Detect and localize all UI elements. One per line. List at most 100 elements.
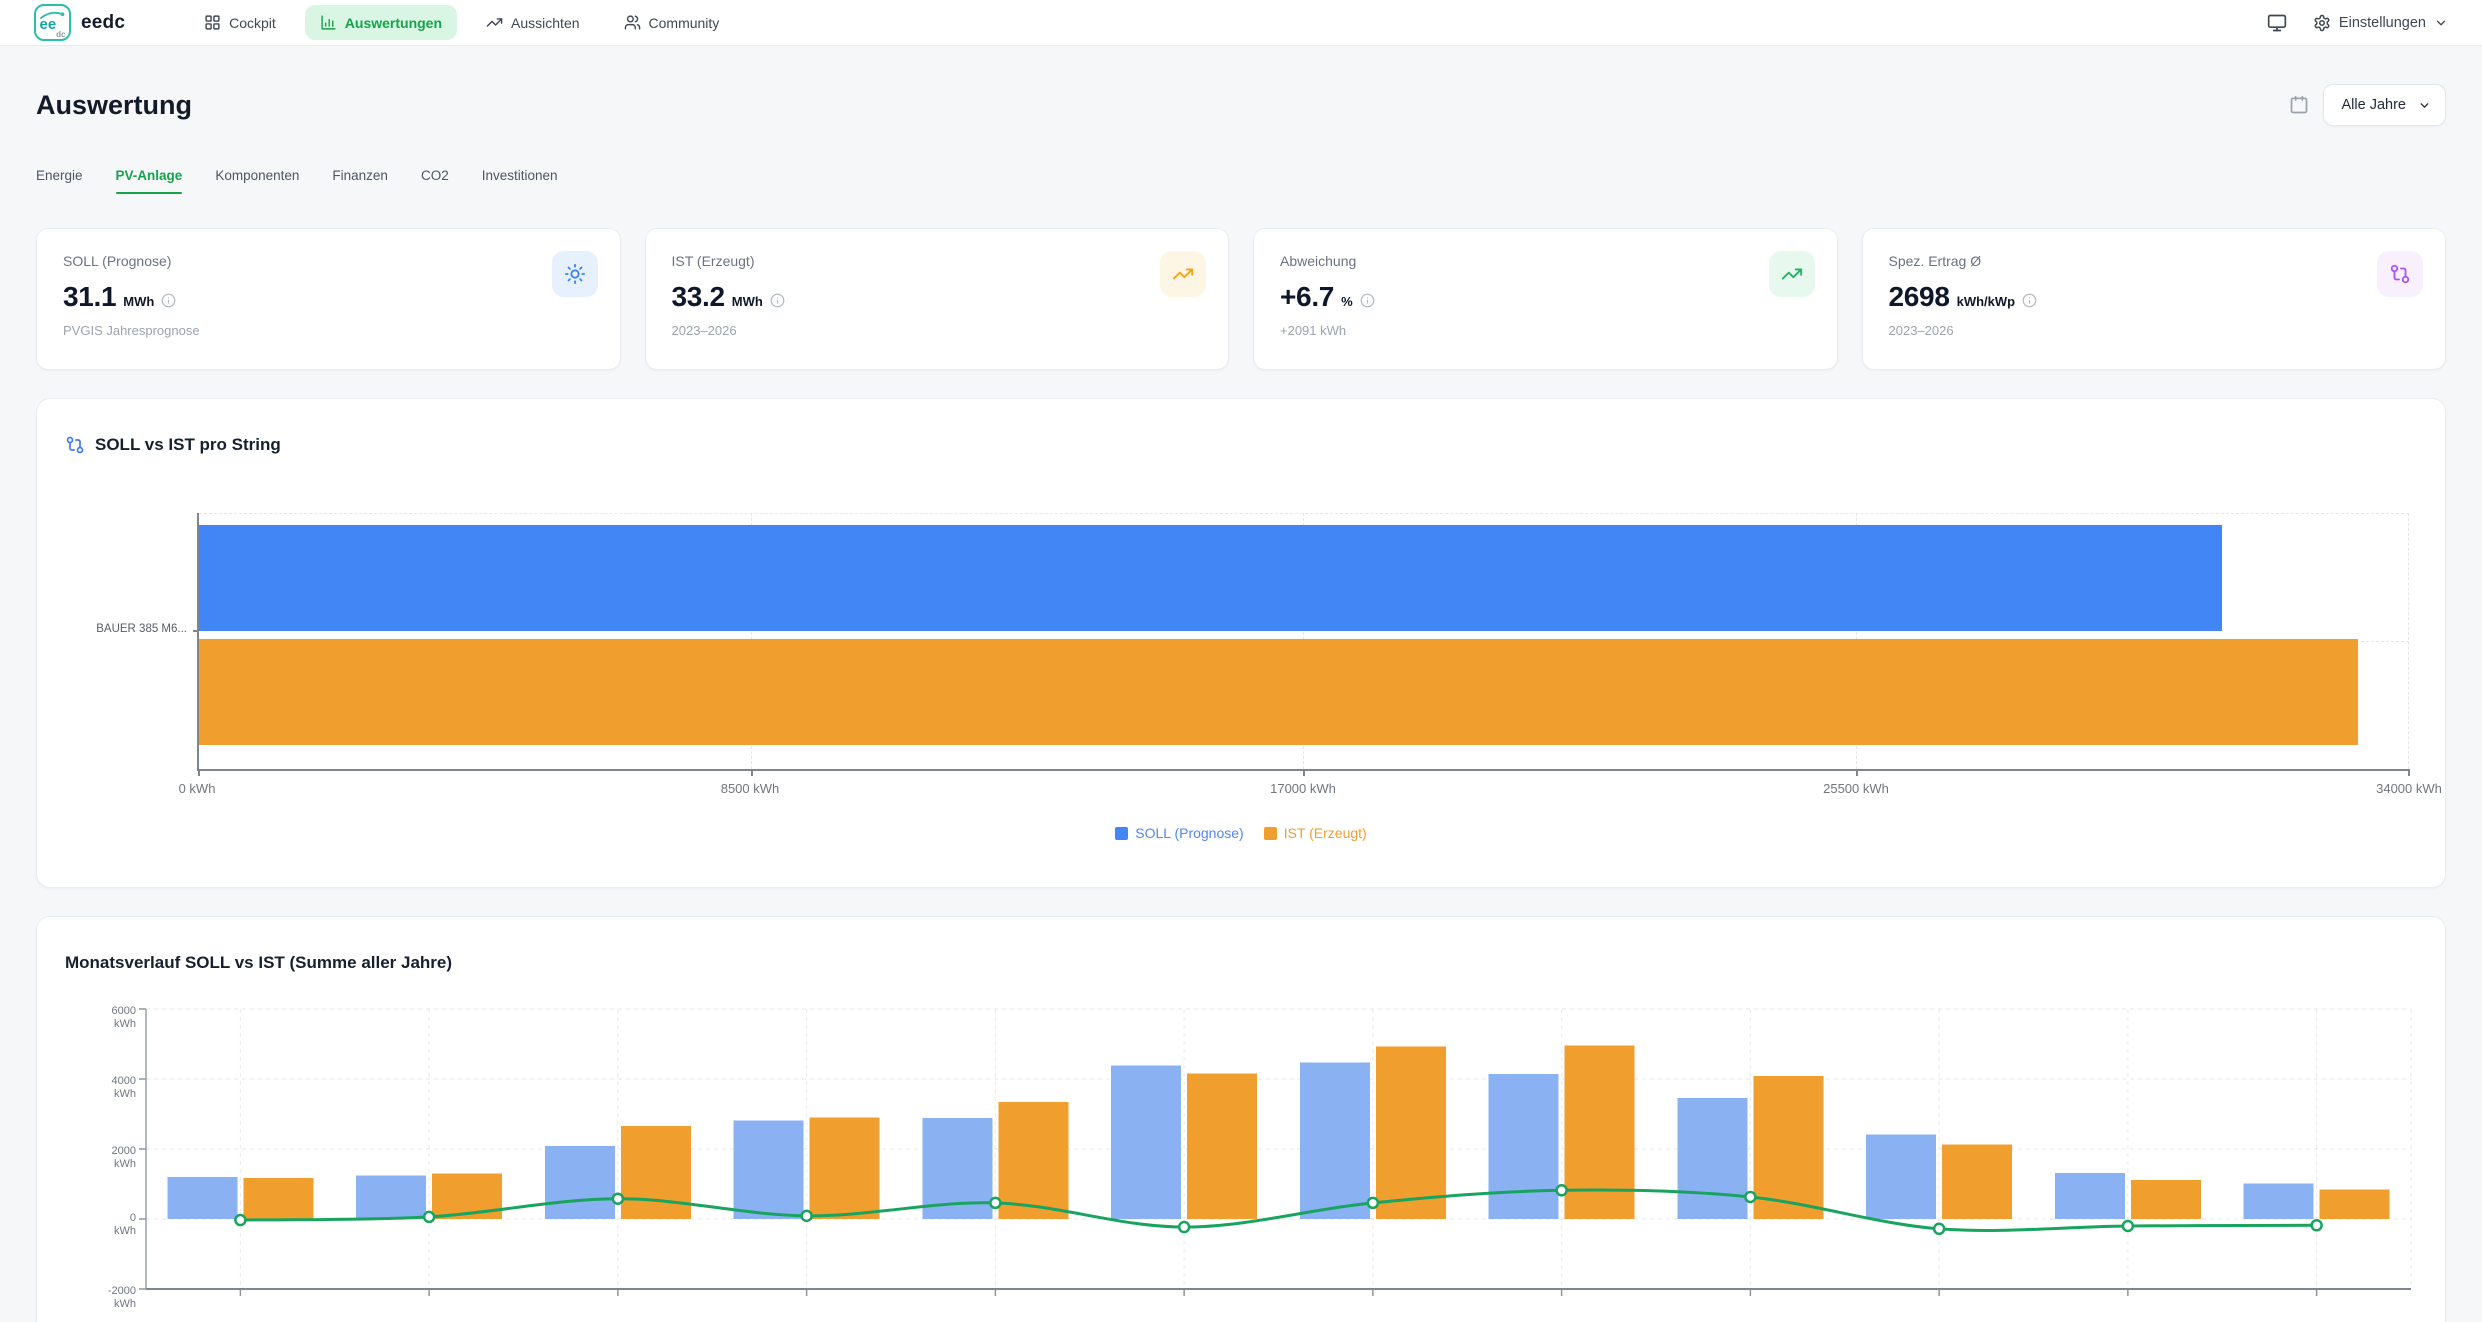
tab-finanzen[interactable]: Finanzen bbox=[332, 168, 388, 194]
ist-bar bbox=[621, 1126, 691, 1219]
soll-bar bbox=[1677, 1098, 1747, 1219]
settings-menu[interactable]: Einstellungen bbox=[2313, 14, 2448, 32]
nav-item-cockpit[interactable]: Cockpit bbox=[189, 5, 291, 40]
tab-energie[interactable]: Energie bbox=[36, 168, 83, 194]
line-marker bbox=[990, 1198, 1000, 1208]
string-chart-plot: BAUER 385 M6... bbox=[197, 513, 2409, 771]
ist-bar bbox=[199, 639, 2358, 745]
grid-icon bbox=[204, 14, 221, 31]
nav-item-label: Cockpit bbox=[229, 15, 276, 31]
app-logo[interactable]: eedc bbox=[34, 4, 71, 41]
line-marker bbox=[613, 1194, 623, 1204]
axis-tick bbox=[751, 769, 753, 776]
kpi-subtitle: 2023–2026 bbox=[672, 323, 1203, 338]
git-compare-icon bbox=[2377, 251, 2423, 297]
chevron-down-icon bbox=[2434, 16, 2448, 30]
logo-arc-icon bbox=[39, 9, 66, 21]
kpi-value: 2698 bbox=[1889, 281, 1950, 313]
soll-bar bbox=[199, 525, 2222, 631]
ist-bar bbox=[998, 1102, 1068, 1219]
axis-tick bbox=[2408, 769, 2410, 776]
settings-label: Einstellungen bbox=[2339, 15, 2426, 31]
top-nav: eedc eedc Cockpit Auswertungen Aussichte… bbox=[0, 0, 2482, 46]
legend-swatch bbox=[1264, 827, 1277, 840]
legend-label: IST (Erzeugt) bbox=[1284, 825, 1367, 841]
chevron-down-icon bbox=[2418, 99, 2431, 112]
line-marker bbox=[2123, 1221, 2133, 1231]
calendar-icon bbox=[2289, 95, 2309, 115]
soll-bar bbox=[2244, 1183, 2314, 1219]
ist-bar bbox=[2131, 1180, 2201, 1219]
trending-up-icon bbox=[1160, 251, 1206, 297]
line-marker bbox=[1557, 1185, 1567, 1195]
line-marker bbox=[235, 1215, 245, 1225]
y-axis-label: -2000 kWh bbox=[108, 1285, 136, 1311]
kpi-unit: kWh/kWp bbox=[1957, 294, 2016, 309]
x-axis-label: 8500 kWh bbox=[721, 781, 780, 796]
ist-bar bbox=[1942, 1144, 2012, 1219]
soll-bar bbox=[734, 1121, 804, 1219]
trending-up-icon bbox=[1769, 251, 1815, 297]
nav-item-aussichten[interactable]: Aussichten bbox=[471, 5, 594, 40]
page-title: Auswertung bbox=[36, 90, 192, 121]
y-axis-label: 0 kWh bbox=[114, 1212, 136, 1238]
legend-swatch bbox=[1115, 827, 1128, 840]
y-axis-label: 2000 kWh bbox=[112, 1145, 136, 1171]
kpi-cards: SOLL (Prognose) 31.1 MWh PVGIS Jahrespro… bbox=[36, 228, 2446, 370]
nav-item-label: Auswertungen bbox=[345, 15, 442, 31]
soll-bar bbox=[1111, 1065, 1181, 1219]
kpi-label: Abweichung bbox=[1280, 253, 1811, 269]
gear-icon bbox=[2313, 14, 2331, 32]
string-chart-x-axis: 0 kWh8500 kWh17000 kWh25500 kWh34000 kWh bbox=[197, 781, 2409, 799]
chart-title: Monatsverlauf SOLL vs IST (Summe aller J… bbox=[65, 953, 452, 973]
y-axis-label: 6000 kWh bbox=[112, 1005, 136, 1031]
monthly-chart-plot: 6000 kWh4000 kWh2000 kWh0 kWh-2000 kWh bbox=[146, 1009, 2411, 1289]
chart-title: SOLL vs IST pro String bbox=[95, 435, 281, 455]
info-icon[interactable] bbox=[161, 293, 176, 308]
kpi-value: 31.1 bbox=[63, 281, 116, 313]
line-marker bbox=[1934, 1224, 1944, 1234]
report-tabs: Energie PV-Anlage Komponenten Finanzen C… bbox=[36, 168, 2446, 194]
trending-up-icon bbox=[486, 14, 503, 31]
kpi-value: 33.2 bbox=[672, 281, 725, 313]
kpi-subtitle: PVGIS Jahresprognose bbox=[63, 323, 594, 338]
x-axis-label: 34000 kWh bbox=[2376, 781, 2442, 796]
git-compare-icon bbox=[65, 435, 85, 455]
ist-bar bbox=[810, 1118, 880, 1220]
monitor-icon[interactable] bbox=[2267, 13, 2287, 33]
kpi-unit: % bbox=[1341, 294, 1353, 309]
bar-chart-icon bbox=[320, 14, 337, 31]
soll-bar bbox=[1866, 1135, 1936, 1219]
info-icon[interactable] bbox=[2022, 293, 2037, 308]
nav-item-label: Aussichten bbox=[511, 15, 579, 31]
brand-name: eedc bbox=[81, 12, 125, 34]
main-nav: Cockpit Auswertungen Aussichten Communit… bbox=[189, 5, 2267, 40]
kpi-subtitle: 2023–2026 bbox=[1889, 323, 2420, 338]
info-icon[interactable] bbox=[1360, 293, 1375, 308]
kpi-subtitle: +2091 kWh bbox=[1280, 323, 1811, 338]
info-icon[interactable] bbox=[770, 293, 785, 308]
kpi-unit: MWh bbox=[732, 294, 763, 309]
soll-bar bbox=[1300, 1063, 1370, 1219]
tab-co2[interactable]: CO2 bbox=[421, 168, 449, 194]
ist-bar bbox=[2320, 1190, 2390, 1219]
soll-bar bbox=[2055, 1173, 2125, 1219]
legend-item-ist[interactable]: IST (Erzeugt) bbox=[1264, 825, 1367, 841]
soll-bar bbox=[167, 1177, 237, 1219]
tab-pv-anlage[interactable]: PV-Anlage bbox=[116, 168, 183, 194]
nav-item-auswertungen[interactable]: Auswertungen bbox=[305, 5, 457, 40]
users-icon bbox=[624, 14, 641, 31]
kpi-label: SOLL (Prognose) bbox=[63, 253, 594, 269]
string-category-label: BAUER 385 M6... bbox=[96, 623, 187, 635]
legend-item-soll[interactable]: SOLL (Prognose) bbox=[1115, 825, 1243, 841]
line-marker bbox=[424, 1212, 434, 1222]
ist-bar bbox=[1187, 1073, 1257, 1219]
chart-card-monthly: Monatsverlauf SOLL vs IST (Summe aller J… bbox=[36, 916, 2446, 1322]
tab-investitionen[interactable]: Investitionen bbox=[482, 168, 558, 194]
chart-card-string-comparison: SOLL vs IST pro String BAUER 385 M6... 0… bbox=[36, 398, 2446, 888]
nav-item-community[interactable]: Community bbox=[609, 5, 735, 40]
tab-komponenten[interactable]: Komponenten bbox=[215, 168, 299, 194]
axis-tick bbox=[1303, 769, 1305, 776]
soll-bar bbox=[1489, 1074, 1559, 1219]
year-select[interactable]: Alle Jahre bbox=[2323, 84, 2446, 126]
